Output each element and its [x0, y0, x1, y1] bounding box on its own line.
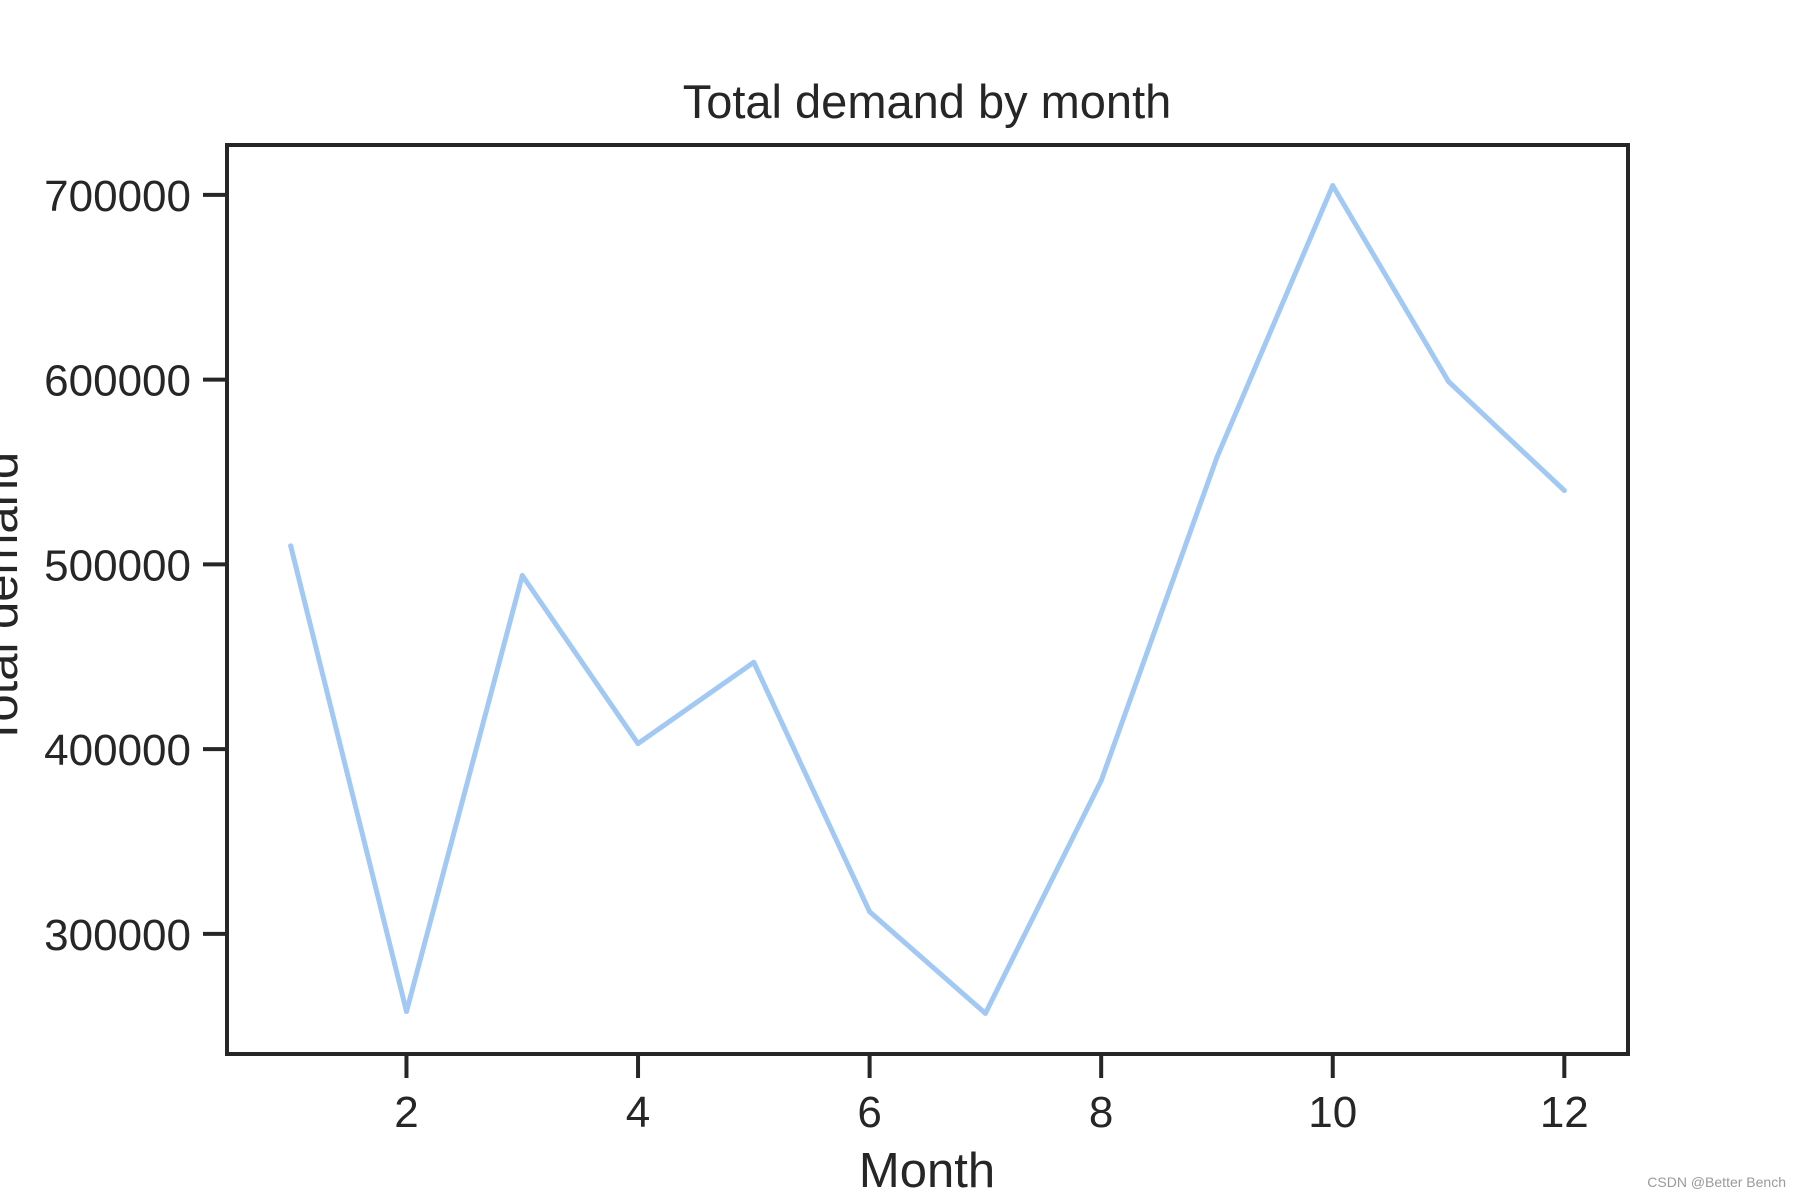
- series-line: [288, 183, 1567, 1016]
- data-point: [519, 572, 525, 578]
- data-point: [982, 1010, 988, 1016]
- plot-frame: [225, 143, 1630, 1056]
- data-point: [1098, 778, 1104, 784]
- y-tick-label: 700000: [44, 172, 191, 221]
- y-axis-ticks: 300000 400000 500000 600000 700000: [44, 172, 227, 960]
- data-point: [1330, 183, 1336, 189]
- y-axis-label: Total demand: [0, 452, 28, 746]
- x-tick-label: 10: [1308, 1088, 1357, 1137]
- x-axis-ticks: 2 4 6 8 10 12: [394, 1054, 1589, 1137]
- series-layer: [288, 183, 1567, 1016]
- y-tick-label: 500000: [44, 541, 191, 590]
- data-point: [288, 543, 294, 549]
- x-tick-label: 6: [857, 1088, 881, 1137]
- y-tick-label: 300000: [44, 911, 191, 960]
- x-tick-label: 8: [1089, 1088, 1113, 1137]
- data-point: [751, 659, 757, 665]
- x-tick-label: 4: [626, 1088, 650, 1137]
- y-tick-label: 600000: [44, 357, 191, 406]
- data-point: [1214, 454, 1220, 460]
- data-point: [1561, 487, 1567, 493]
- x-tick-label: 12: [1540, 1088, 1589, 1137]
- x-tick-label: 2: [394, 1088, 418, 1137]
- data-point: [867, 909, 873, 915]
- watermark-text: CSDN @Better Bench: [1647, 1174, 1786, 1190]
- data-point: [635, 741, 641, 747]
- y-tick-label: 400000: [44, 726, 191, 775]
- data-point: [1446, 378, 1452, 384]
- chart-title: Total demand by month: [683, 75, 1172, 128]
- data-point: [403, 1009, 409, 1015]
- x-axis-label: Month: [859, 1144, 995, 1198]
